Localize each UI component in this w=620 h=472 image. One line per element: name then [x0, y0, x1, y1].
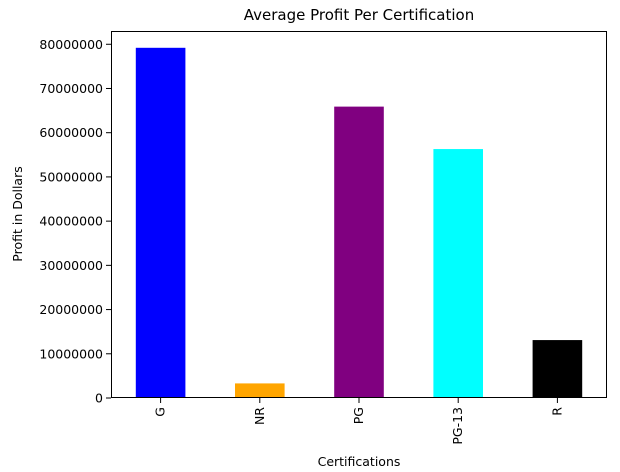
y-tick-label: 70000000 [39, 81, 103, 96]
y-tick-label: 60000000 [39, 125, 103, 140]
x-tick-label: PG-13 [450, 407, 465, 445]
x-tick-label: PG [351, 407, 366, 424]
x-tick-label: NR [252, 407, 267, 425]
bar-pg-13 [433, 149, 483, 398]
y-tick-label: 50000000 [39, 169, 103, 184]
y-tick-label: 80000000 [39, 37, 103, 52]
bar-g [135, 47, 186, 399]
bar-pg [334, 106, 384, 398]
y-axis-label: Profit in Dollars [10, 166, 25, 261]
x-axis-ticks: G NR PG PG-13 R [153, 398, 564, 445]
x-axis-label: Certifications [318, 454, 401, 469]
plot-frame [111, 31, 607, 398]
bars-group [135, 47, 583, 399]
bar-r [532, 340, 583, 398]
y-tick-label: 10000000 [39, 346, 103, 361]
y-tick-label: 30000000 [39, 258, 103, 273]
x-tick-label: R [549, 407, 564, 416]
y-tick-label: 20000000 [39, 302, 103, 317]
chart-title: Average Profit Per Certification [244, 6, 474, 24]
y-axis-ticks: 0 10000000 20000000 30000000 40000000 5000000… [39, 37, 111, 406]
bar-nr [235, 383, 285, 398]
y-tick-label: 40000000 [39, 214, 103, 229]
y-tick-label: 0 [95, 391, 103, 406]
x-tick-label: G [153, 407, 168, 417]
